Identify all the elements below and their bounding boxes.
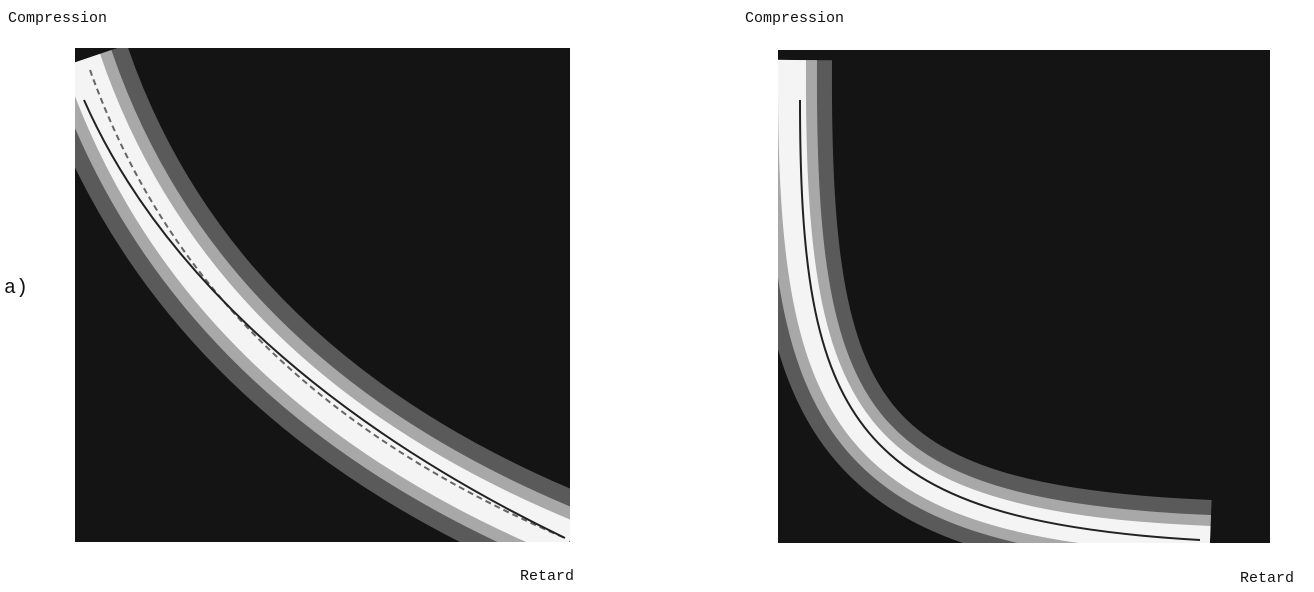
- heatmap-band: [778, 59, 1212, 543]
- panel-b: Compression Retard: [745, 10, 1294, 587]
- y-axis-label: Compression: [745, 10, 844, 27]
- panel-tag: a): [4, 277, 28, 300]
- x-axis-label: Retard: [520, 568, 574, 585]
- heatmap-band: [75, 48, 570, 542]
- panel-a: Compression a) Retard: [4, 10, 574, 585]
- x-axis-label: Retard: [1240, 570, 1294, 587]
- y-axis-label: Compression: [8, 10, 107, 27]
